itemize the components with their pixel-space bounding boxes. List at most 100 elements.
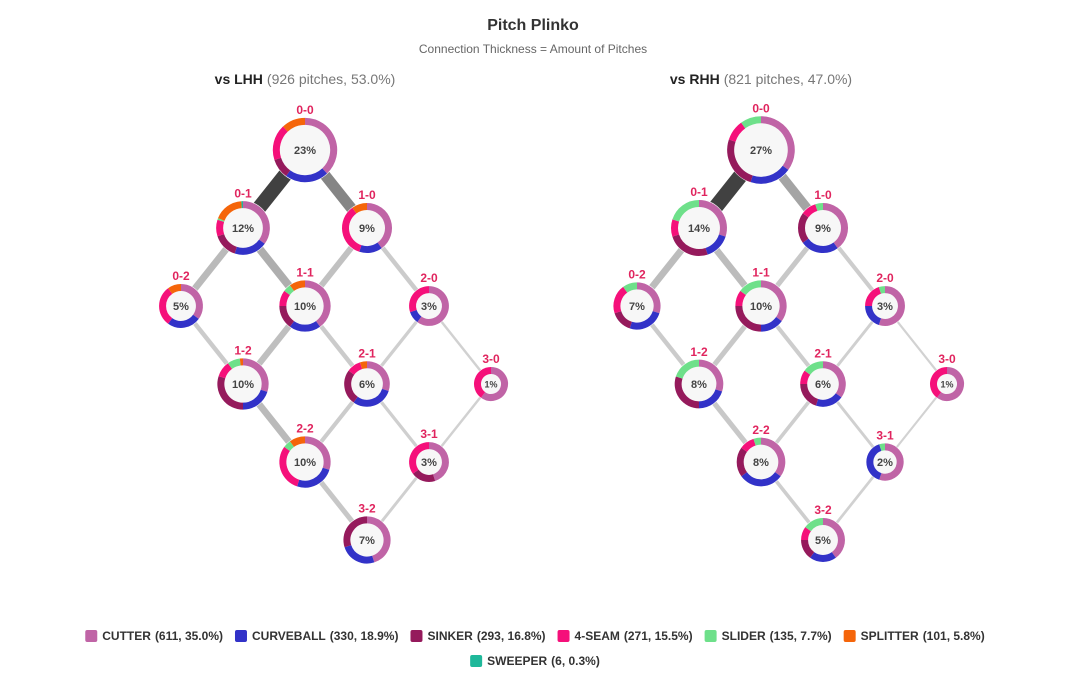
donut-segment [272,126,288,160]
donut-segment [865,287,882,307]
donut-segment [636,282,661,314]
count-label: 2-1 [358,346,376,360]
node-value: 27% [750,145,772,157]
donut-segment [727,139,753,183]
count-label: 1-0 [814,188,832,202]
donut-segment [168,314,199,328]
chart-title: Pitch Plinko [487,17,579,34]
donut-segment [930,367,948,398]
donut-segment [802,204,818,218]
donut-segment [289,280,306,292]
donut-segment [409,286,430,313]
donut-segment [274,157,291,177]
donut-segment [801,539,815,558]
node-value: 12% [232,223,254,235]
count-label: 3-1 [876,429,894,443]
count-label: 2-1 [814,346,832,360]
count-label: 1-2 [690,345,708,359]
donut-segment [760,316,782,332]
donut-segment [810,551,836,562]
donut-segment [168,284,182,295]
node-value: 8% [753,457,769,469]
panel-title-sub: (821 pitches, 47.0%) [724,71,852,87]
legend-detail: (135, 7.7%) [770,629,832,643]
legend-swatch [470,655,483,667]
count-label: 1-2 [234,344,252,358]
node-value: 8% [691,379,707,391]
donut-segment [286,168,328,183]
donut-segment [218,201,243,221]
donut-segment [741,116,762,129]
donut-segment [304,280,331,327]
donut-segment [698,389,723,409]
node-value: 14% [688,223,710,235]
donut-segment [282,117,306,132]
donut-segment [753,437,762,446]
donut-segment [279,305,295,327]
count-label: 3-2 [358,502,376,516]
donut-segment [366,361,390,392]
legend-item: SWEEPER (6, 0.3%) [470,654,600,668]
node-value: 6% [359,379,375,391]
donut-segment [802,238,838,253]
donut-segment [279,290,291,307]
donut-segment [409,442,430,474]
node-value: 9% [815,223,831,235]
donut-segment [736,447,748,477]
donut-segment [216,219,225,237]
count-label: 2-0 [420,271,438,285]
node-value: 3% [421,301,437,313]
count-label: 3-0 [482,352,500,366]
donut-segment [801,527,812,541]
legend-label: SLIDER (135, 7.7%) [722,629,832,643]
donut-segment [289,436,306,448]
donut-segment [815,203,824,211]
donut-segment [613,286,628,314]
count-label: 1-1 [296,266,314,280]
donut-segment [353,388,389,407]
count-label: 0-0 [752,101,770,115]
donut-segment [674,376,700,409]
donut-segment [359,361,368,370]
donut-segment [289,320,321,332]
donut-segment [760,116,795,170]
donut-segment [227,358,241,370]
legend-swatch [843,630,856,642]
legend-name: SINKER [427,629,473,643]
node-value: 10% [750,301,772,313]
donut-segment [879,443,904,481]
legend-swatch [410,630,423,642]
legend-detail: (271, 15.5%) [624,629,693,643]
donut-segment [242,201,270,244]
donut-segment [623,282,638,293]
donut-segment [866,444,882,480]
legend-name: SLIDER [722,629,766,643]
donut-segment [344,544,375,564]
legend-detail: (101, 5.8%) [923,629,985,643]
donut-segment [481,367,508,401]
donut-segment [728,122,746,142]
legend-swatch [704,630,717,642]
legend-label: CURVEBALL (330, 18.9%) [252,629,399,643]
donut-segment [822,203,848,249]
legend-name: CURVEBALL [252,629,326,643]
node-value: 7% [629,301,645,313]
donut-segment [750,165,789,184]
donut-segment [800,383,819,406]
donut-segment [366,203,392,249]
donut-segment [705,234,726,255]
legend-item: CUTTER (611, 35.0%) [85,629,223,643]
donut-segment [614,310,633,329]
donut-segment [865,305,882,325]
donut-segment [675,359,700,379]
node-value: 6% [815,379,831,391]
count-label: 3-1 [420,427,438,441]
count-label: 1-0 [358,188,376,202]
count-label: 2-2 [296,422,314,436]
panel-title-main: vs RHH [670,71,720,87]
donut-segment [804,361,824,375]
donut-segment [822,361,846,398]
legend-label: 4-SEAM (271, 15.5%) [575,629,693,643]
donut-segment [879,443,886,451]
donut-segment [741,471,781,487]
